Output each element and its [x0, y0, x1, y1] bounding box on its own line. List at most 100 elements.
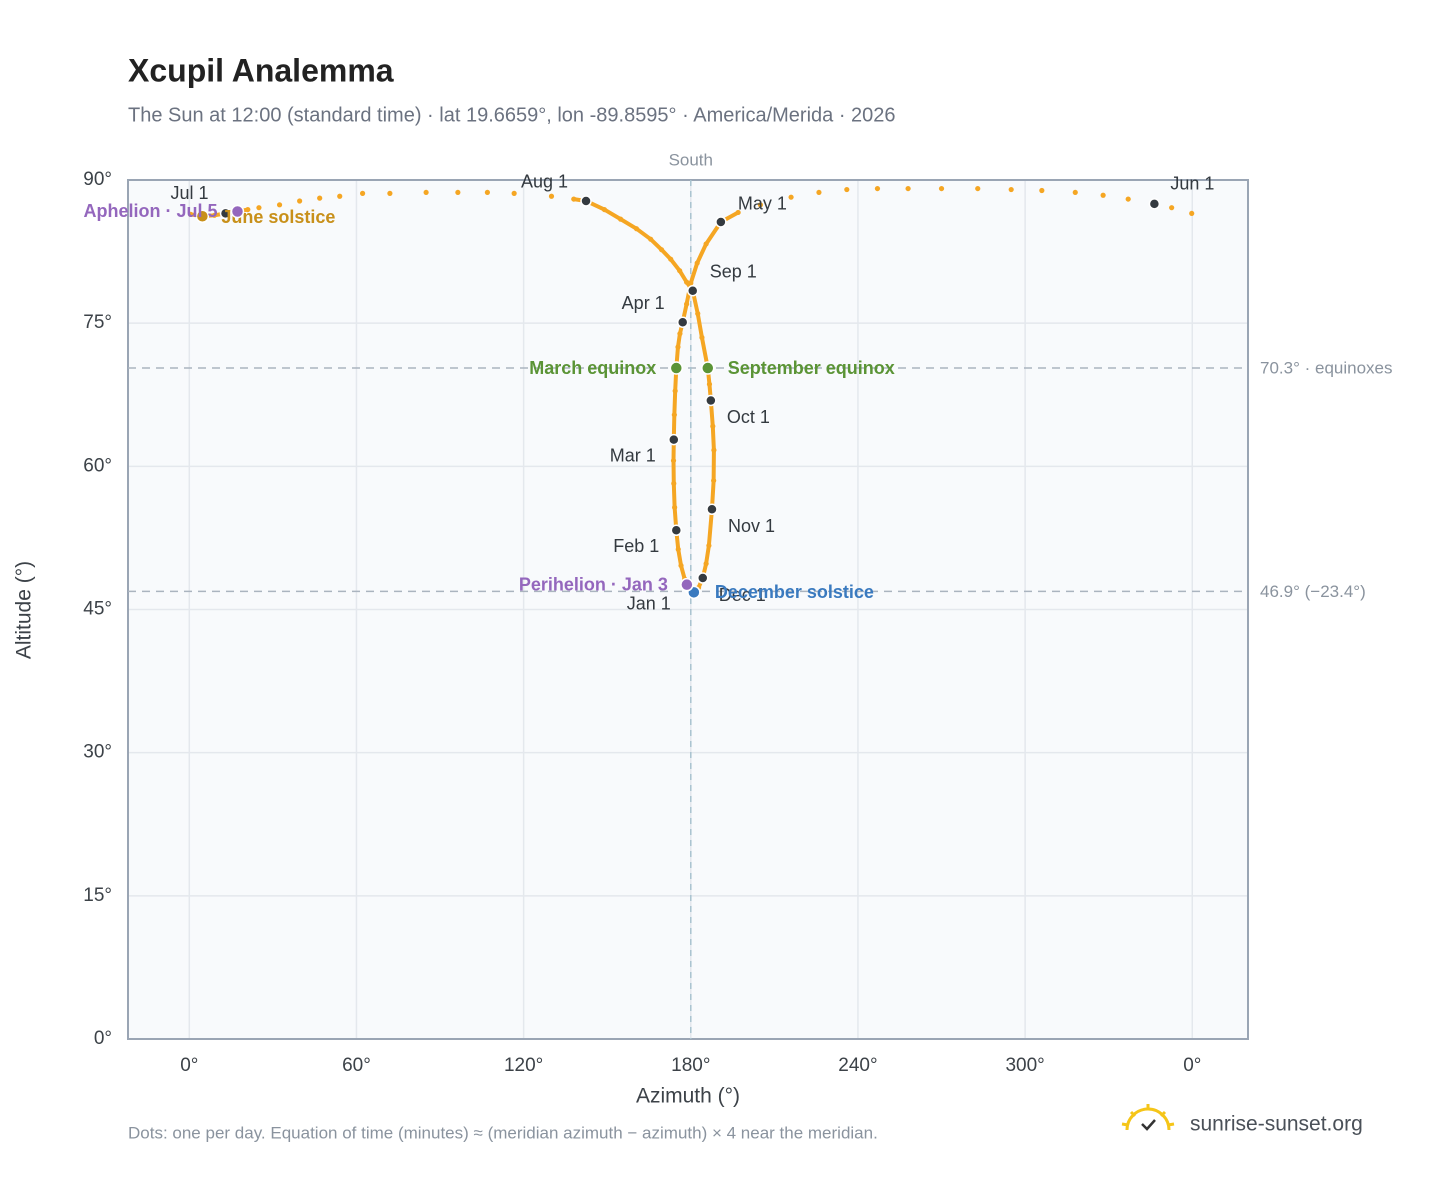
day-dot	[938, 185, 945, 192]
chart-subtitle: The Sun at 12:00 (standard time) · lat 1…	[128, 104, 896, 126]
event-label: Aphelion · Jul 5	[83, 201, 217, 221]
month-label: Dec 1	[719, 585, 766, 605]
x-tick-label: 300°	[1005, 1055, 1044, 1076]
month-label: Mar 1	[610, 445, 656, 465]
y-axis-label: Altitude (°)	[13, 561, 36, 659]
month-label: Sep 1	[710, 261, 757, 281]
day-dot	[484, 189, 491, 196]
month-label: Jul 1	[170, 183, 208, 203]
month-marker	[219, 207, 232, 220]
day-dot	[387, 190, 393, 196]
month-marker	[670, 524, 683, 537]
day-dot	[617, 216, 624, 222]
day-dot	[548, 193, 555, 199]
day-dot	[668, 256, 674, 262]
day-dot	[1072, 189, 1078, 196]
day-dot	[703, 561, 709, 567]
day-dot	[297, 198, 303, 204]
day-dot	[975, 185, 981, 192]
day-dot	[684, 279, 690, 285]
day-dot	[874, 185, 881, 192]
month-marker	[668, 433, 680, 446]
month-label: May 1	[738, 194, 787, 214]
event-label: June solstice	[221, 207, 335, 227]
day-dot	[1189, 210, 1195, 217]
day-dot	[706, 542, 712, 549]
event-label: September equinox	[728, 358, 895, 378]
event-label: March equinox	[529, 358, 656, 378]
y-tick-label: 30°	[83, 742, 112, 763]
day-dot	[671, 412, 677, 418]
day-dot	[256, 205, 262, 211]
day-dot	[648, 236, 654, 242]
x-tick-label: 0°	[180, 1055, 198, 1076]
day-dot	[359, 190, 366, 196]
day-dot	[423, 189, 429, 196]
day-dot	[757, 202, 764, 208]
day-dot	[844, 186, 850, 193]
day-dot	[455, 189, 461, 196]
day-dot	[672, 504, 678, 510]
x-tick-label: 0°	[1183, 1055, 1201, 1076]
y-tick-label: 0°	[94, 1028, 112, 1049]
reference-label: 46.9° (−23.4°)	[1260, 582, 1366, 601]
day-dot	[1008, 186, 1014, 193]
day-dot	[511, 190, 517, 196]
day-dot	[601, 206, 608, 213]
day-dot	[816, 189, 822, 196]
y-tick-label: 15°	[83, 885, 112, 906]
month-label: Oct 1	[727, 407, 770, 427]
day-dot	[1100, 192, 1106, 198]
reference-label: South	[669, 150, 713, 169]
y-tick-label: 75°	[83, 312, 112, 333]
event-marker	[680, 577, 694, 592]
x-tick-label: 60°	[342, 1055, 371, 1076]
day-dot	[658, 247, 665, 253]
month-marker	[676, 316, 689, 328]
event-label: December solstice	[715, 582, 874, 602]
month-marker	[580, 195, 592, 207]
x-tick-label: 180°	[671, 1055, 710, 1076]
day-dot	[1125, 196, 1131, 202]
day-dot	[317, 195, 323, 201]
day-dot	[710, 423, 716, 429]
day-dot	[788, 194, 794, 200]
event-marker	[701, 361, 715, 375]
day-dot	[735, 209, 741, 216]
day-dot	[1039, 187, 1045, 194]
day-dot	[675, 344, 681, 350]
y-tick-label: 45°	[83, 599, 112, 620]
day-dot	[276, 202, 283, 208]
month-marker	[705, 394, 717, 407]
day-dot	[677, 268, 683, 274]
day-dot	[711, 447, 717, 453]
month-marker	[715, 216, 727, 228]
month-marker	[706, 503, 718, 516]
day-dot	[706, 381, 713, 387]
day-dot	[905, 185, 911, 192]
month-label: Jun 1	[1170, 174, 1214, 194]
day-dot	[571, 196, 577, 202]
month-label: Apr 1	[622, 293, 665, 313]
month-label: Jan 1	[627, 593, 671, 613]
day-dot	[678, 562, 684, 569]
event-label: Perihelion · Jan 3	[519, 574, 668, 594]
y-tick-label: 60°	[83, 455, 112, 476]
brand-icon	[1121, 1104, 1175, 1131]
month-marker	[1148, 198, 1161, 210]
day-dot	[677, 331, 683, 337]
event-marker	[230, 204, 245, 219]
x-axis-label: Azimuth (°)	[636, 1085, 740, 1108]
plot-border	[127, 179, 1249, 1040]
x-tick-label: 120°	[504, 1055, 543, 1076]
month-label: Nov 1	[728, 516, 775, 536]
day-dot	[1169, 205, 1175, 211]
brand: sunrise-sunset.org	[1190, 1113, 1363, 1136]
event-marker	[669, 361, 684, 375]
day-dot	[711, 478, 717, 484]
day-dot	[671, 480, 677, 487]
x-tick-label: 240°	[838, 1055, 877, 1076]
day-dot	[670, 458, 677, 464]
